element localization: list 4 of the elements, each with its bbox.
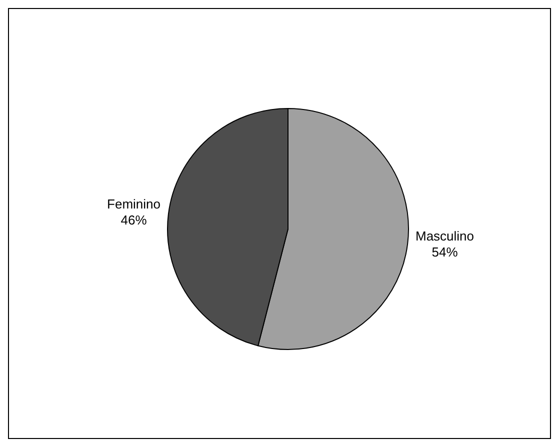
data-label: 46%: [120, 212, 148, 228]
slice-label: Feminino: [107, 196, 161, 212]
data-label: 54%: [432, 244, 458, 260]
slice-label: Masculino: [415, 228, 474, 244]
